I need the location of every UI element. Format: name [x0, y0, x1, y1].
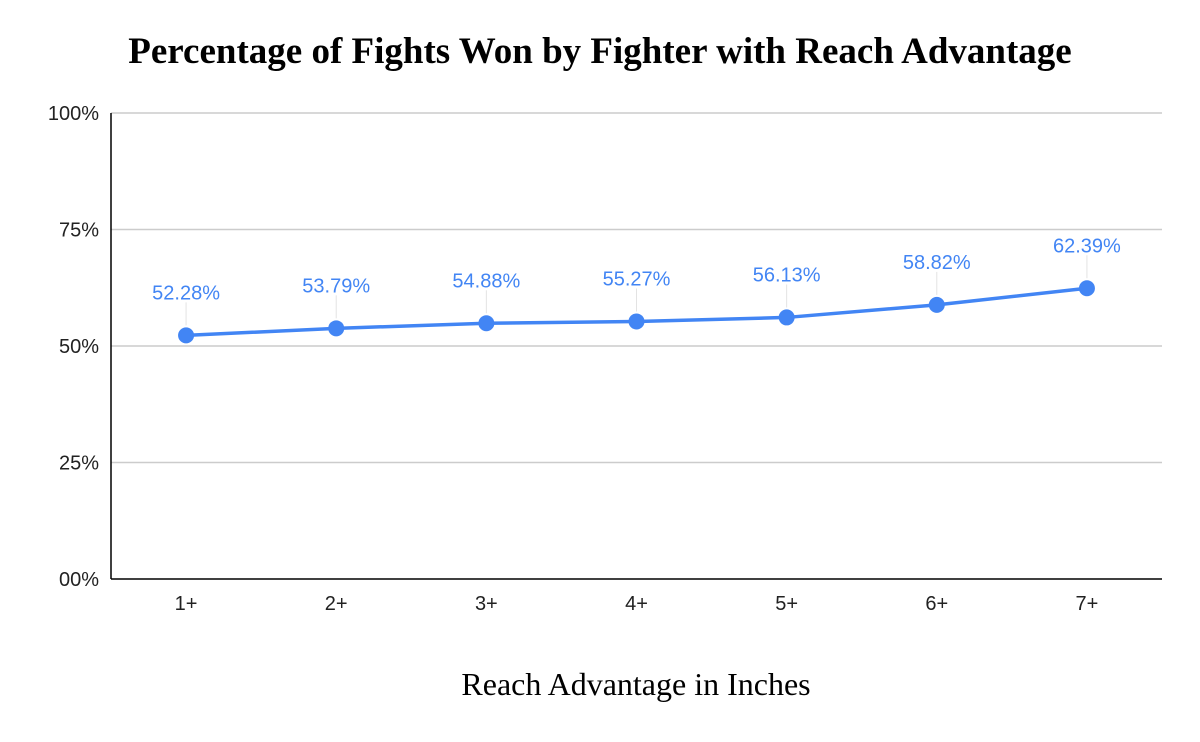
data-point: [478, 315, 495, 332]
chart-title: Percentage of Fights Won by Fighter with…: [128, 31, 1072, 72]
data-point: [778, 309, 795, 326]
x-tick-label: 4+: [625, 593, 648, 615]
data-label: 55.27%: [603, 268, 671, 290]
data-label: 58.82%: [903, 252, 971, 274]
data-point: [928, 296, 945, 313]
data-point: [328, 320, 345, 337]
data-label: 62.39%: [1053, 235, 1121, 257]
x-tick-label: 3+: [475, 593, 498, 615]
x-tick-label: 2+: [325, 593, 348, 615]
x-tick-label: 5+: [775, 593, 798, 615]
y-tick-label: 50%: [59, 336, 99, 358]
data-label: 53.79%: [302, 275, 370, 297]
data-label: 52.28%: [152, 282, 220, 304]
y-tick-label: 25%: [59, 453, 99, 475]
data-label: 56.13%: [753, 264, 821, 286]
x-tick-label: 6+: [925, 593, 948, 615]
y-tick-label: 00%: [59, 569, 99, 591]
data-point: [1078, 280, 1095, 297]
x-axis-title: Reach Advantage in Inches: [461, 666, 811, 702]
y-tick-label: 75%: [59, 220, 99, 242]
y-tick-label: 100%: [48, 103, 99, 125]
data-point: [178, 327, 195, 344]
data-label: 54.88%: [452, 270, 520, 292]
data-point: [628, 313, 645, 330]
x-tick-label: 7+: [1076, 593, 1099, 615]
x-tick-label: 1+: [175, 593, 198, 615]
